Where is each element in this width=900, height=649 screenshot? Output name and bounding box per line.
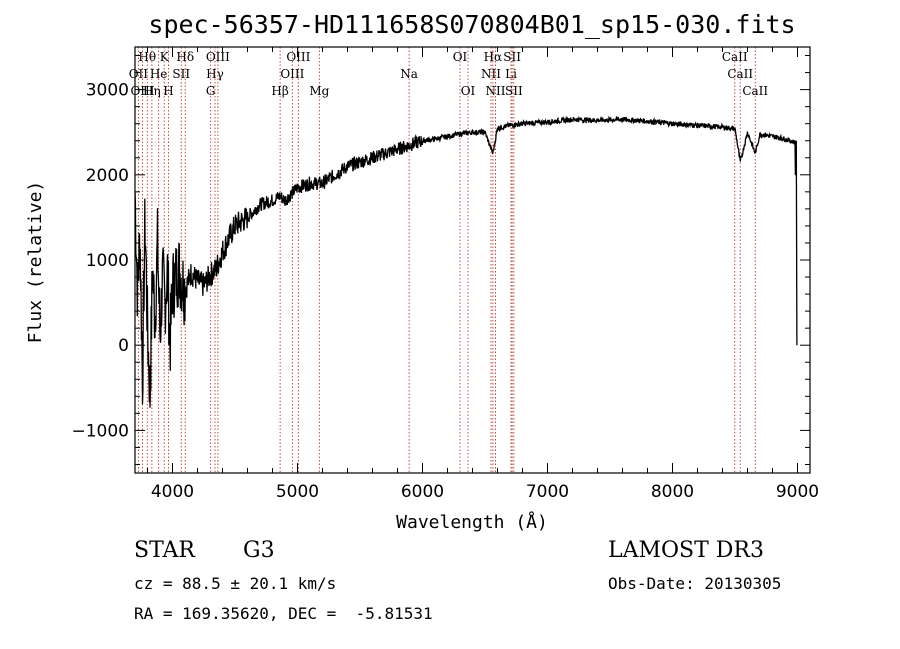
y-axis-label: Flux (relative)	[25, 181, 46, 344]
emission-line-label: CaII	[742, 84, 768, 98]
emission-line-label: Mg	[309, 84, 329, 98]
chart-title: spec-56357-HD111658S070804B01_sp15-030.f…	[148, 10, 795, 39]
y-axis-ticks: −1000 0 1000 2000 3000	[71, 55, 810, 465]
emission-line-label: SII	[505, 84, 523, 98]
x-tick-label: 7000	[526, 482, 569, 502]
emission-line-label: K	[160, 50, 170, 64]
emission-line-label: OIII	[286, 50, 310, 64]
x-axis-label: Wavelength (Å)	[396, 511, 548, 533]
plot-frame	[134, 46, 811, 474]
emission-line-label: Na	[400, 67, 418, 81]
emission-line-label: H	[163, 84, 173, 98]
emission-line-markers	[137, 47, 756, 473]
emission-line-label: OI	[461, 84, 476, 98]
emission-line-label: OIII	[280, 67, 304, 81]
emission-line-label: SII	[172, 67, 190, 81]
y-tick-label: 0	[118, 336, 129, 356]
survey-name: LAMOST DR3	[608, 538, 764, 563]
emission-line-label: He	[150, 67, 168, 81]
y-tick-label: 3000	[86, 81, 129, 101]
observation-date: Obs-Date: 20130305	[608, 574, 782, 593]
emission-line-label: NII	[486, 84, 506, 98]
emission-line-label: Hγ	[206, 67, 224, 81]
emission-line-label: Li	[505, 67, 517, 81]
x-tick-label: 9000	[776, 482, 819, 502]
emission-line-label: OIII	[130, 84, 154, 98]
emission-line-label: OIII	[206, 50, 230, 64]
x-tick-label: 4000	[151, 482, 194, 502]
emission-line-label: G	[206, 84, 216, 98]
emission-line-label: CaII	[727, 67, 753, 81]
object-subclass: G3	[243, 538, 275, 563]
redshift-velocity: cz = 88.5 ± 20.1 km/s	[134, 574, 337, 593]
emission-line-label: OII	[129, 67, 149, 81]
emission-line-label: Hβ	[271, 84, 288, 98]
y-tick-label: −1000	[71, 421, 129, 441]
x-tick-label: 8000	[651, 482, 694, 502]
x-tick-label: 5000	[276, 482, 319, 502]
emission-line-label: Hδ	[176, 50, 194, 64]
emission-line-label: OI	[453, 50, 468, 64]
y-tick-label: 1000	[86, 251, 129, 271]
y-tick-label: 2000	[86, 166, 129, 186]
emission-line-label: Hη	[143, 84, 161, 98]
emission-line-label: CaII	[722, 50, 748, 64]
spectrum-series-line	[134, 115, 798, 408]
x-axis-ticks: 4000 5000 6000 7000 8000 9000	[147, 47, 819, 502]
emission-line-label: SII	[503, 50, 521, 64]
x-tick-label: 6000	[401, 482, 444, 502]
sky-coordinates: RA = 169.35620, DEC = -5.81531	[134, 604, 433, 623]
emission-line-label: NII	[481, 67, 501, 81]
object-class: STAR	[134, 538, 195, 563]
emission-line-label: Hθ	[138, 50, 156, 64]
emission-line-label: Hα	[484, 50, 503, 64]
